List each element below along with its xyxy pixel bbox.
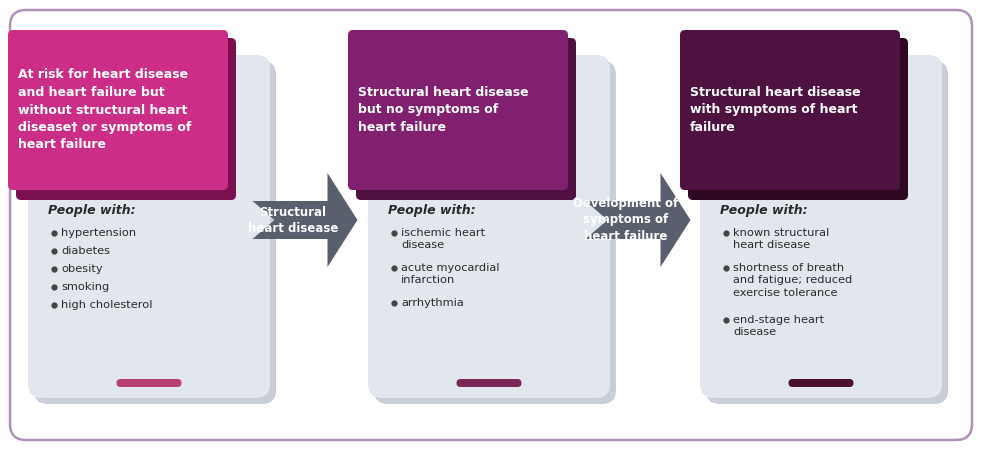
FancyBboxPatch shape [457, 379, 521, 387]
Text: smoking: smoking [61, 282, 109, 292]
Text: ischemic heart
disease: ischemic heart disease [401, 228, 485, 250]
Text: Structural
heart disease: Structural heart disease [247, 206, 338, 234]
Text: People with:: People with: [720, 204, 807, 217]
Text: People with:: People with: [48, 204, 136, 217]
FancyBboxPatch shape [368, 55, 610, 398]
FancyBboxPatch shape [374, 61, 616, 404]
FancyBboxPatch shape [28, 55, 270, 398]
FancyBboxPatch shape [117, 379, 182, 387]
FancyBboxPatch shape [8, 30, 228, 190]
FancyBboxPatch shape [688, 38, 908, 200]
Text: At risk for heart disease
and heart failure but
without structural heart
disease: At risk for heart disease and heart fail… [18, 68, 191, 152]
Text: Structural heart disease
with symptoms of heart
failure: Structural heart disease with symptoms o… [690, 86, 860, 134]
Text: obesity: obesity [61, 264, 103, 274]
FancyBboxPatch shape [16, 38, 236, 200]
Text: shortness of breath
and fatigue; reduced
exercise tolerance: shortness of breath and fatigue; reduced… [733, 263, 852, 298]
FancyBboxPatch shape [356, 38, 576, 200]
FancyBboxPatch shape [789, 379, 853, 387]
Text: hypertension: hypertension [61, 228, 136, 238]
Text: arrhythmia: arrhythmia [401, 298, 464, 308]
Text: high cholesterol: high cholesterol [61, 300, 152, 310]
Text: acute myocardial
infarction: acute myocardial infarction [401, 263, 500, 285]
FancyBboxPatch shape [10, 10, 972, 440]
Text: known structural
heart disease: known structural heart disease [733, 228, 829, 250]
FancyBboxPatch shape [348, 30, 568, 190]
Text: end-stage heart
disease: end-stage heart disease [733, 315, 824, 338]
Polygon shape [585, 173, 690, 267]
Text: Development of
symptoms of
heart failure: Development of symptoms of heart failure [573, 198, 679, 243]
Polygon shape [252, 173, 357, 267]
FancyBboxPatch shape [34, 61, 276, 404]
FancyBboxPatch shape [706, 61, 948, 404]
Text: diabetes: diabetes [61, 246, 110, 256]
Text: People with:: People with: [388, 204, 475, 217]
FancyBboxPatch shape [680, 30, 900, 190]
FancyBboxPatch shape [700, 55, 942, 398]
Text: Structural heart disease
but no symptoms of
heart failure: Structural heart disease but no symptoms… [358, 86, 528, 134]
